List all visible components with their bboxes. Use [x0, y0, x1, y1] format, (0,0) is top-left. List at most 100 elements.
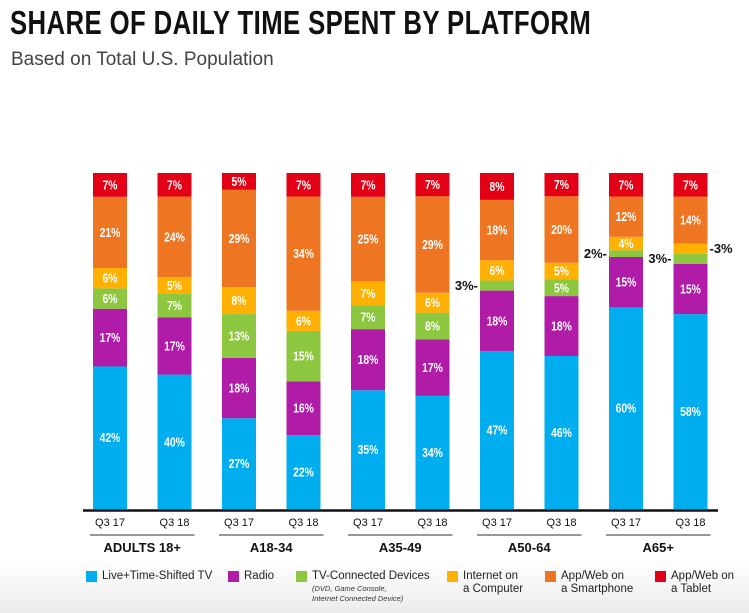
x-tick-label: Q3 18	[547, 517, 577, 529]
group-label: ADULTS 18+	[104, 540, 182, 555]
legend-swatch	[86, 571, 97, 582]
data-label: 7%	[618, 178, 633, 192]
legend-swatch	[447, 571, 458, 582]
data-label: 21%	[100, 226, 121, 240]
bar-segment	[480, 199, 514, 261]
legend-label: a Smartphone	[561, 583, 634, 595]
data-label: 7%	[102, 178, 117, 192]
data-label: 60%	[616, 402, 637, 416]
bar-segment	[609, 173, 643, 197]
x-tick-label: Q3 18	[289, 517, 319, 529]
bar-segment	[673, 173, 708, 197]
data-label: 7%	[296, 178, 311, 192]
bar-segment	[222, 287, 256, 315]
group-label: A18-34	[250, 540, 293, 555]
bar-segment	[480, 351, 514, 509]
bar-segment	[544, 173, 579, 197]
legend-label: Radio	[244, 570, 275, 582]
data-label: 5%	[167, 279, 182, 293]
legend-item-tablet: App/Web on a Tablet	[655, 570, 734, 596]
bar-segment	[351, 173, 385, 197]
bar-segment	[609, 196, 643, 237]
chart-subtitle: Based on Total U.S. Population	[11, 49, 274, 70]
x-tick-label: Q3 18	[418, 517, 448, 529]
data-label: 18%	[487, 314, 508, 328]
bar-segment	[222, 357, 256, 419]
data-label: 14%	[680, 213, 701, 227]
bar-segment	[222, 314, 256, 358]
data-label: 24%	[164, 230, 185, 244]
bar-segment	[157, 374, 192, 509]
data-label: 29%	[422, 238, 443, 252]
bar-segment	[351, 305, 385, 330]
data-label: 6%	[425, 296, 440, 310]
data-label: 3%-	[455, 278, 478, 293]
data-label: 18%	[551, 319, 572, 333]
data-label: 3%-	[648, 251, 671, 266]
data-label: 7%	[360, 178, 375, 192]
data-label: 15%	[680, 282, 701, 296]
data-label: 8%	[231, 294, 246, 308]
data-label: 15%	[293, 350, 314, 364]
data-label: 6%	[489, 264, 504, 278]
bar-segment	[286, 330, 321, 382]
data-label: 46%	[551, 426, 572, 440]
legend-label: App/Web on	[671, 570, 735, 582]
data-label: 29%	[229, 232, 250, 246]
data-label: 5%	[554, 265, 569, 279]
data-label: 18%	[358, 353, 379, 367]
bar-segment	[544, 279, 579, 297]
bar-segment	[609, 250, 643, 257]
bar-segment	[351, 196, 385, 282]
legend-item-tv: Live+Time-Shifted TV	[86, 570, 212, 583]
bar-segment	[286, 196, 321, 311]
legend: Live+Time-Shifted TV Radio TV-Connected …	[0, 570, 749, 613]
data-label: 7%	[360, 311, 375, 325]
x-tick-label: Q3 18	[676, 517, 706, 529]
legend-item-tv-connected: TV-Connected Devices (DVD, Game Console, I…	[296, 570, 430, 604]
bar-segment	[609, 307, 643, 509]
data-label: 4%	[618, 237, 633, 251]
data-label: 5%	[554, 281, 569, 295]
bar-segment	[351, 390, 385, 509]
data-label: 47%	[487, 423, 508, 437]
data-label: 34%	[293, 247, 314, 261]
bar-segment	[222, 418, 256, 509]
x-tick-label: Q3 17	[224, 517, 254, 529]
data-label: 6%	[102, 272, 117, 286]
x-tick-label: Q3 17	[611, 517, 641, 529]
data-label: 5%	[231, 175, 246, 189]
data-label: 27%	[229, 457, 250, 471]
x-tick-label: Q3 17	[482, 517, 512, 529]
data-label: 34%	[422, 446, 443, 460]
data-label: 35%	[358, 443, 379, 457]
data-label: 7%	[360, 287, 375, 301]
data-label: 7%	[554, 178, 569, 192]
data-label: 7%	[167, 299, 182, 313]
bar-segment	[286, 435, 321, 509]
data-label: 13%	[229, 329, 250, 343]
bar-segment	[351, 329, 385, 391]
bar-segment	[544, 262, 579, 280]
bar-segment	[544, 196, 579, 263]
legend-label: a Tablet	[671, 583, 712, 595]
data-label: 17%	[422, 361, 443, 375]
bar-segment	[157, 277, 192, 294]
bar-segment	[673, 243, 708, 254]
legend-item-internet: Internet on a Computer	[447, 570, 523, 596]
data-label: 18%	[229, 381, 250, 395]
bar-segment	[286, 173, 321, 197]
legend-note: (DVD, Game Console,	[312, 584, 387, 593]
legend-note: Internet Connected Device)	[312, 594, 404, 603]
legend-item-radio: Radio	[228, 570, 274, 583]
bar-segment	[93, 366, 127, 509]
bar-segment	[157, 293, 192, 318]
data-label: 2%-	[584, 246, 607, 261]
bar-segment	[415, 395, 450, 509]
x-tick-label: Q3 18	[160, 517, 190, 529]
bar-segment	[93, 268, 127, 289]
legend-label: a Computer	[463, 583, 524, 595]
data-label: 16%	[293, 402, 314, 416]
bar-segment	[480, 280, 514, 291]
data-label: 7%	[167, 178, 182, 192]
